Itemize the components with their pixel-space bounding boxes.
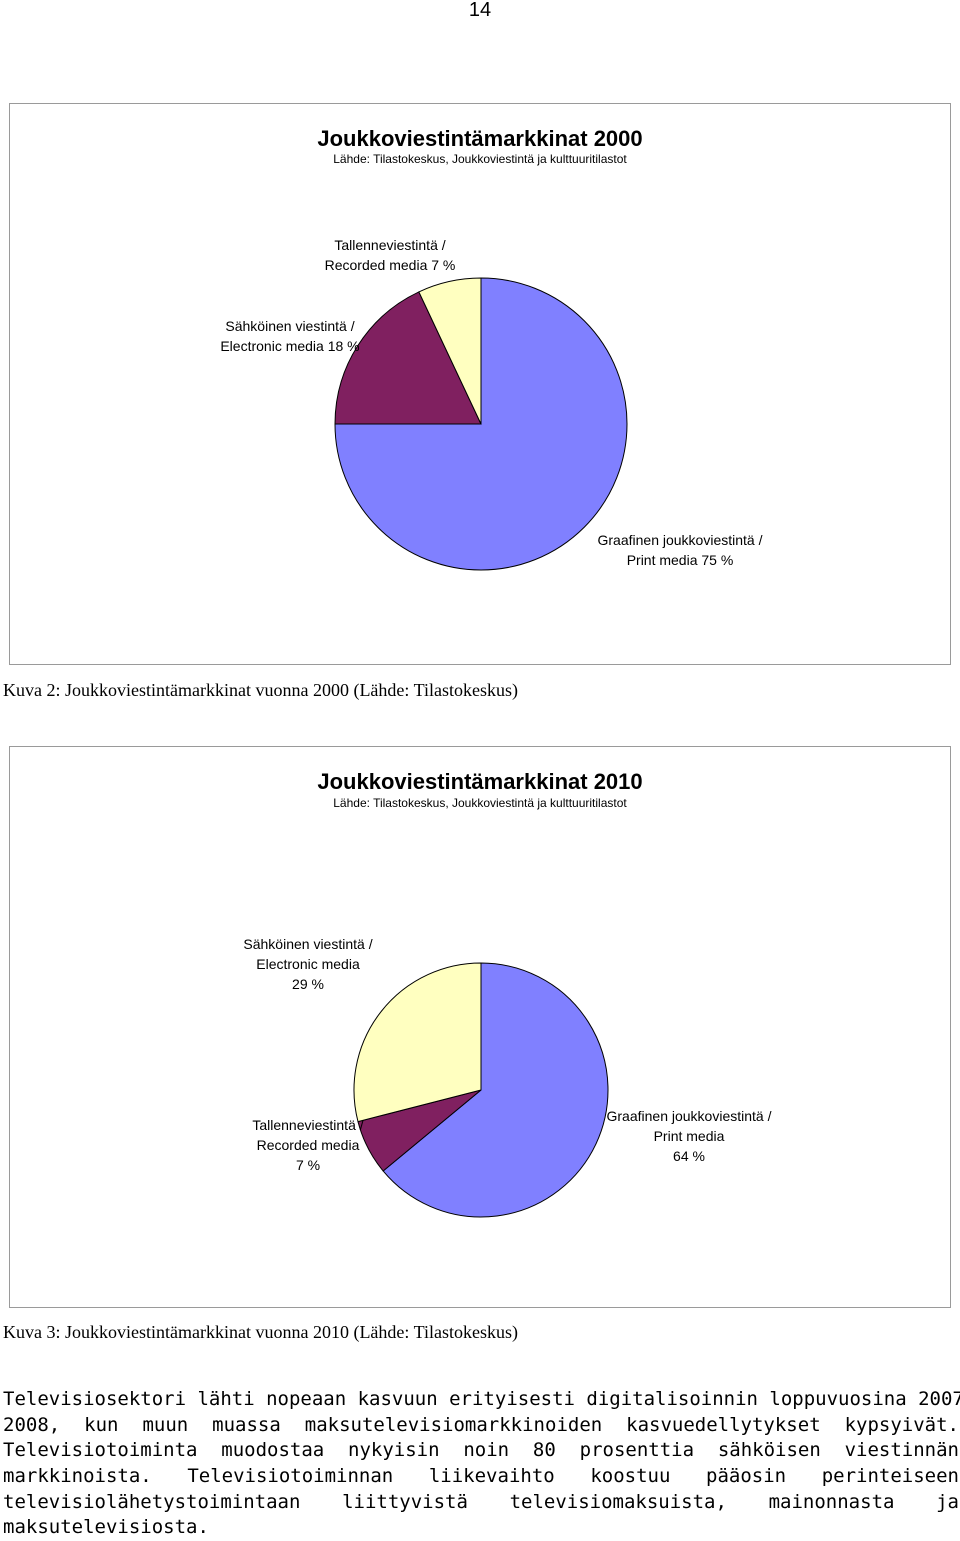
slice-label-recorded-media: Tallenneviestintä / Recorded media 7 % bbox=[324, 237, 456, 273]
chart-title: Joukkoviestintämarkkinat 2000 bbox=[317, 126, 643, 151]
pie-slice- bbox=[382, 962, 609, 1218]
pie-chart-2000: Joukkoviestintämarkkinat 2000 Lähde: Til… bbox=[9, 103, 951, 665]
paragraph-line: maksutelevisiosta. bbox=[3, 1516, 209, 1539]
figure-caption-2: Kuva 2: Joukkoviestintämarkkinat vuonna … bbox=[3, 680, 518, 700]
slice-label-print-media: Graafinen joukkoviestintä / Print media … bbox=[597, 532, 763, 568]
pie-plot bbox=[353, 962, 609, 1218]
paragraph-line: Televisiotoiminta muodostaa nykyisin noi… bbox=[3, 1439, 959, 1462]
paragraph-line: 2008, kun muun muassa maksutelevisiomark… bbox=[3, 1413, 959, 1436]
pie-slice- bbox=[334, 291, 482, 425]
paragraph-line: markkinoista. Televisiotoiminnan liikeva… bbox=[3, 1465, 959, 1488]
paragraph-line: Televisiosektori lähti nopeaan kasvuun e… bbox=[3, 1388, 960, 1410]
slice-label-print-media: Graafinen joukkoviestintä / Print media … bbox=[606, 1108, 772, 1164]
chart-subtitle: Lähde: Tilastokeskus, Joukkoviestintä ja… bbox=[333, 796, 627, 810]
chart-title: Joukkoviestintämarkkinat 2010 bbox=[317, 769, 643, 794]
slice-label-electronic-media: Sähköinen viestintä / Electronic media 1… bbox=[220, 318, 360, 354]
slice-label-electronic-media: Sähköinen viestintä / Electronic media 2… bbox=[243, 936, 373, 992]
pie-slice- bbox=[418, 277, 482, 425]
pie-plot bbox=[334, 277, 628, 571]
chart-subtitle: Lähde: Tilastokeskus, Joukkoviestintä ja… bbox=[333, 152, 627, 166]
paragraph-line: televisiolähetystoimintaan liittyvistä t… bbox=[3, 1490, 959, 1513]
slice-label-recorded-media: Tallenneviestintä / Recorded media 7 % bbox=[252, 1117, 364, 1173]
figure-caption-3: Kuva 3: Joukkoviestintämarkkinat vuonna … bbox=[3, 1322, 518, 1342]
pie-chart-2010: Joukkoviestintämarkkinat 2010 Lähde: Til… bbox=[9, 746, 951, 1308]
page-number: 14 bbox=[468, 0, 492, 21]
body-paragraph: Televisiosektori lähti nopeaan kasvuun e… bbox=[3, 1387, 960, 1541]
pie-slice- bbox=[353, 962, 482, 1123]
